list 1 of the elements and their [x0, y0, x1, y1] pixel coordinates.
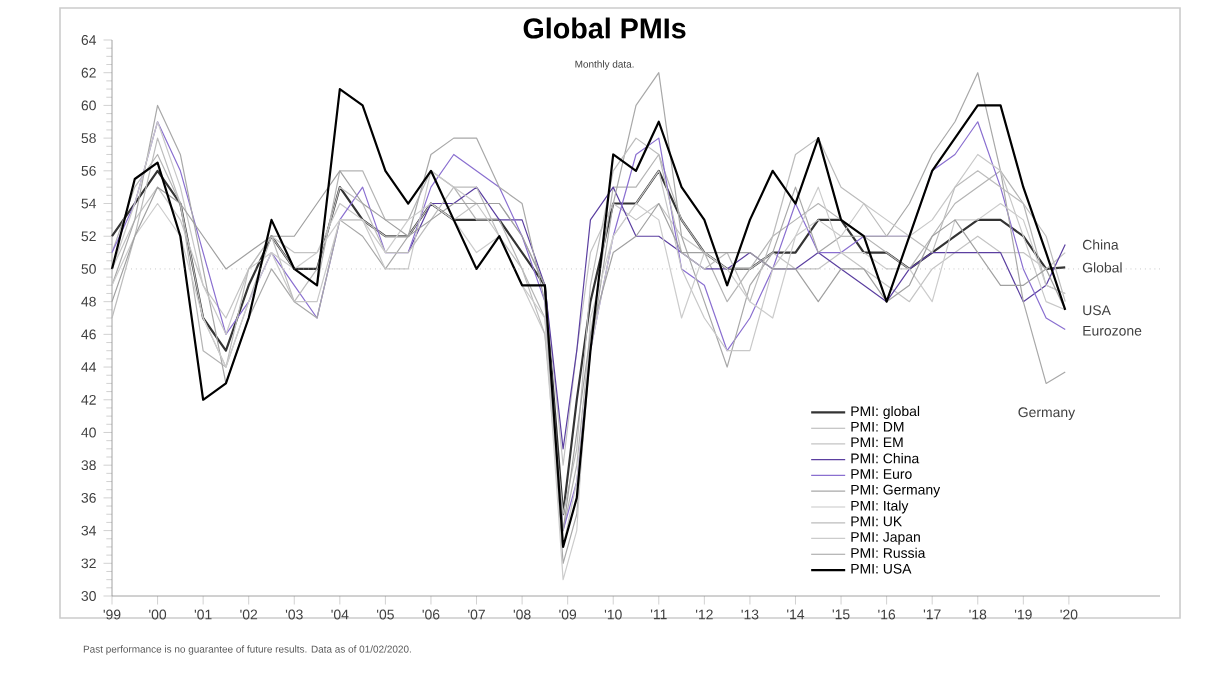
chart-title: Global PMIs	[523, 17, 686, 39]
